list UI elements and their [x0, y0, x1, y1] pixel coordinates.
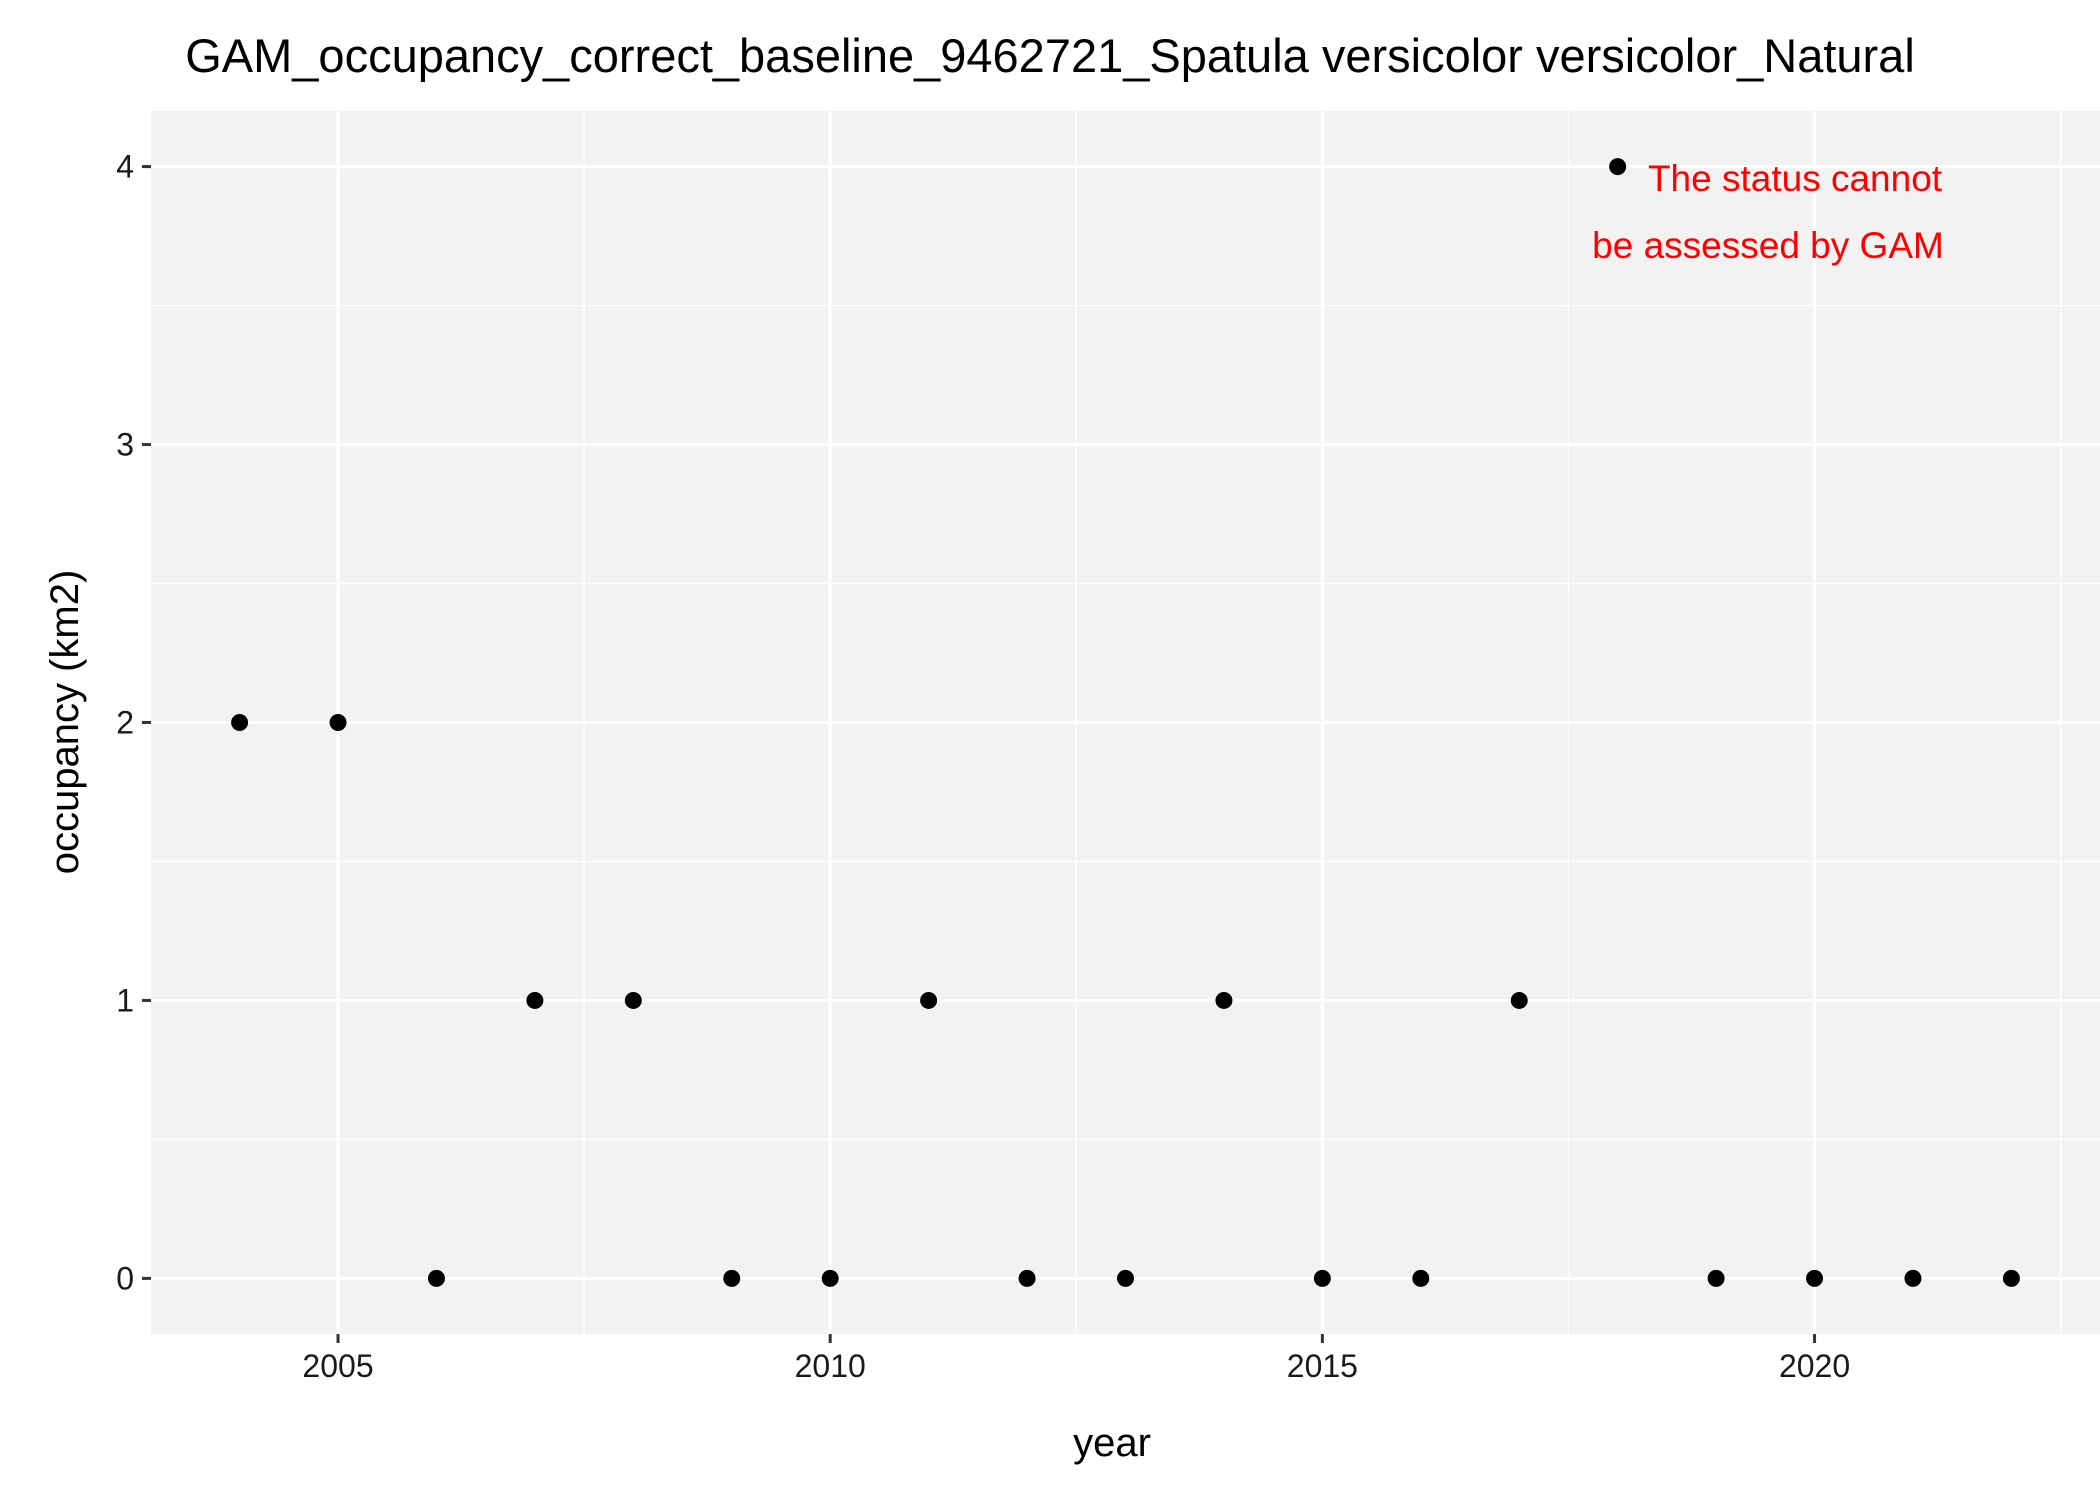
data-point	[821, 1269, 839, 1287]
y-axis: 0 1 2 3 4	[116, 149, 151, 1296]
y-tick-label: 1	[116, 982, 134, 1018]
data-point	[1904, 1269, 1922, 1287]
x-axis-title: year	[1073, 1421, 1151, 1465]
data-point	[427, 1269, 445, 1287]
x-tick-label: 2020	[1779, 1348, 1850, 1384]
x-tick-label: 2010	[795, 1348, 866, 1384]
data-point	[1412, 1269, 1430, 1287]
y-tick-label: 4	[116, 149, 134, 185]
data-point	[1215, 991, 1233, 1009]
y-tick-label: 2	[116, 705, 134, 741]
data-point	[231, 714, 249, 731]
data-point	[1313, 1269, 1331, 1287]
annotation-line-1: The status cannot	[1648, 158, 1943, 199]
x-axis: 2005 2010 2015 2020	[302, 1334, 1850, 1384]
data-point	[1510, 991, 1528, 1009]
data-point	[526, 991, 544, 1009]
y-tick-label: 3	[116, 427, 134, 463]
data-point	[1609, 158, 1627, 176]
data-point	[1806, 1269, 1824, 1287]
y-axis-title: occupancy (km2)	[43, 570, 87, 875]
chart-title: GAM_occupancy_correct_baseline_9462721_S…	[185, 29, 1915, 82]
y-tick-label: 0	[116, 1260, 134, 1296]
data-points	[231, 158, 2020, 1287]
x-tick-label: 2005	[302, 1348, 373, 1384]
data-point	[723, 1269, 741, 1287]
data-point	[2002, 1269, 2020, 1287]
x-tick-label: 2015	[1287, 1348, 1358, 1384]
data-point	[624, 991, 642, 1009]
data-point	[1117, 1269, 1134, 1287]
annotation-line-2: be assessed by GAM	[1592, 225, 1944, 266]
data-point	[920, 991, 938, 1009]
major-grid	[151, 111, 2100, 1334]
data-point	[329, 714, 347, 731]
data-point	[1707, 1269, 1725, 1287]
data-point	[1018, 1269, 1036, 1287]
